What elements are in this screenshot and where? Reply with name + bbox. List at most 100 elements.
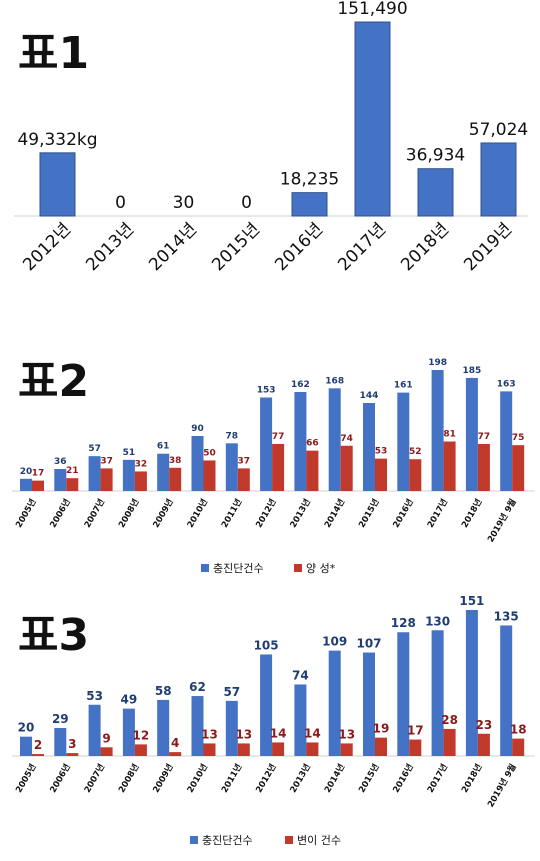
chart-1-bar-7 xyxy=(417,168,454,217)
chart-3-data-label-s1-3: 53 xyxy=(86,689,103,703)
chart-3-legend-label-2: 변이 건수 xyxy=(297,834,341,847)
chart-3-tick-13: 2017년 xyxy=(425,762,450,795)
chart-3-data-label-s1-5: 58 xyxy=(155,684,172,698)
chart-2-legend-label-1: 충진단건수 xyxy=(213,562,264,575)
chart-3-bar-s1-1 xyxy=(20,736,32,756)
chart-2-tick-5: 2009년 xyxy=(151,497,176,530)
chart-3-bar-s2-7 xyxy=(237,743,250,756)
chart-3-tick-2: 2006년 xyxy=(48,762,73,795)
chart-2-bar-s2-14 xyxy=(477,443,490,491)
chart-2-data-label-s2-14: 77 xyxy=(478,432,491,442)
chart-2-tick-11: 2015년 xyxy=(356,497,381,530)
chart-3-data-label-s2-13: 28 xyxy=(441,713,458,727)
chart-3-bar-s1-8 xyxy=(260,654,273,756)
chart-2-data-label-s1-2: 36 xyxy=(54,457,67,467)
chart-2-data-label-s2-12: 52 xyxy=(409,447,422,457)
chart-3-bar-s2-3 xyxy=(100,747,113,756)
chart-3-data-label-s2-3: 9 xyxy=(102,731,110,745)
chart-2-bar-s1-11 xyxy=(363,403,375,491)
chart-2-data-label-s1-11: 144 xyxy=(360,391,379,401)
chart-3-data-label-s1-1: 20 xyxy=(18,721,35,735)
chart-2-data-label-s1-15: 163 xyxy=(497,379,516,389)
chart-2-tick-15: 2019년 9월 xyxy=(485,497,519,544)
chart-3-bar-s1-7 xyxy=(225,700,238,756)
chart-2-tick-3: 2007년 xyxy=(82,497,107,530)
chart-3-bar-s1-15 xyxy=(500,625,513,756)
chart-1-tick-3: 2014년 xyxy=(145,219,201,275)
chart-2-tick-13: 2017년 xyxy=(425,497,450,530)
chart-3-bar-s1-3 xyxy=(88,704,101,756)
chart-3-bar-s2-4 xyxy=(134,744,147,756)
chart-2-data-label-s1-7: 78 xyxy=(226,431,239,441)
chart-2-bar-s2-13 xyxy=(443,441,456,491)
chart-2-bar-s1-15 xyxy=(500,391,513,491)
chart-2-data-label-s2-11: 53 xyxy=(375,447,388,457)
chart-3-tick-12: 2016년 xyxy=(391,762,416,795)
chart-2-legend-swatch-2 xyxy=(294,564,302,572)
chart-2-data-label-s2-4: 32 xyxy=(135,459,148,469)
chart-3-bar-s1-5 xyxy=(157,699,170,756)
chart-2-bar-s2-12 xyxy=(409,459,422,491)
chart-3-tick-4: 2008년 xyxy=(116,762,141,795)
chart-1: 표1 49,332kg 2012년 0 2013년 30 2014년 0 2015년 18,23… xyxy=(14,0,528,275)
chart-3-data-label-s1-2: 29 xyxy=(52,712,69,726)
chart-2-data-label-s2-5: 38 xyxy=(169,456,182,466)
chart-1-data-label-6: 151,490 xyxy=(337,0,407,19)
chart-2-data-label-s1-5: 61 xyxy=(157,442,170,452)
chart-3-legend: 충진단건수 변이 건수 xyxy=(190,834,341,847)
chart-3-bar-s1-4 xyxy=(122,708,135,756)
chart-3-tick-9: 2013년 xyxy=(288,762,313,795)
chart-2-bar-s2-2 xyxy=(66,478,79,491)
chart-3-data-label-s1-6: 62 xyxy=(189,680,206,694)
chart-3-bar-s2-9 xyxy=(306,742,319,756)
chart-2-bar-s1-7 xyxy=(225,443,238,491)
chart-3-tick-7: 2011년 xyxy=(219,762,244,795)
chart-2-data-label-s2-10: 74 xyxy=(340,434,353,444)
chart-2-data-label-s1-4: 51 xyxy=(123,448,136,458)
chart-2-bar-s2-4 xyxy=(134,471,147,491)
chart-2-data-label-s1-12: 161 xyxy=(394,381,413,391)
chart-3-bar-s1-13 xyxy=(431,630,444,756)
chart-2-tick-9: 2013년 xyxy=(288,497,313,530)
chart-3-tick-14: 2018년 xyxy=(459,762,484,795)
chart-2-bar-s2-7 xyxy=(237,468,250,491)
chart-3-bar-s1-10 xyxy=(328,650,341,756)
chart-1-bar-6 xyxy=(354,21,391,217)
chart-2-bar-s1-5 xyxy=(157,453,170,491)
chart-3: 표3 2022005년2932006년5392007년49122008년5842… xyxy=(12,594,535,847)
chart-3-data-label-s2-7: 13 xyxy=(235,727,252,741)
chart-3-tick-6: 2010년 xyxy=(185,762,210,795)
chart-1-data-label-2: 0 xyxy=(115,193,126,213)
chart-3-data-label-s1-7: 57 xyxy=(223,685,240,699)
chart-3-bar-s1-9 xyxy=(294,684,307,756)
chart-3-legend-swatch-2 xyxy=(285,836,293,844)
chart-2-tick-14: 2018년 xyxy=(459,497,484,530)
chart-1-tick-4: 2015년 xyxy=(208,219,264,275)
chart-1-data-label-4: 0 xyxy=(241,193,252,213)
chart-2-tick-8: 2012년 xyxy=(253,497,278,530)
chart-2-data-label-s2-9: 66 xyxy=(306,439,319,449)
chart-2-data-label-s1-3: 57 xyxy=(88,444,101,454)
chart-1-data-label-8: 57,024 xyxy=(469,120,528,140)
chart-2-data-label-s2-3: 37 xyxy=(100,456,113,466)
chart-2-tick-2: 2006년 xyxy=(48,497,73,530)
chart-2-bar-s1-4 xyxy=(122,459,135,491)
chart-3-bar-s1-6 xyxy=(191,696,204,756)
chart-3-data-label-s1-10: 109 xyxy=(322,635,347,649)
chart-3-data-label-s1-15: 135 xyxy=(494,609,519,623)
chart-3-bar-s2-1 xyxy=(32,754,44,756)
chart-3-data-label-s1-13: 130 xyxy=(425,614,450,628)
chart-2-data-label-s2-6: 50 xyxy=(203,448,216,458)
chart-3-bar-s1-2 xyxy=(54,727,67,756)
chart-1-data-label-3: 30 xyxy=(173,193,195,213)
chart-2-bar-s1-3 xyxy=(88,456,101,491)
chart-2-data-label-s2-13: 81 xyxy=(443,430,456,440)
chart-2-bar-s2-9 xyxy=(306,450,319,491)
chart-1-tick-5: 2016년 xyxy=(271,219,327,275)
chart-3-tick-15: 2019년 9월 xyxy=(485,762,519,809)
chart-2-bar-s2-6 xyxy=(203,460,216,491)
chart-3-bar-s2-5 xyxy=(169,752,182,756)
chart-2-bar-s1-9 xyxy=(294,392,307,491)
